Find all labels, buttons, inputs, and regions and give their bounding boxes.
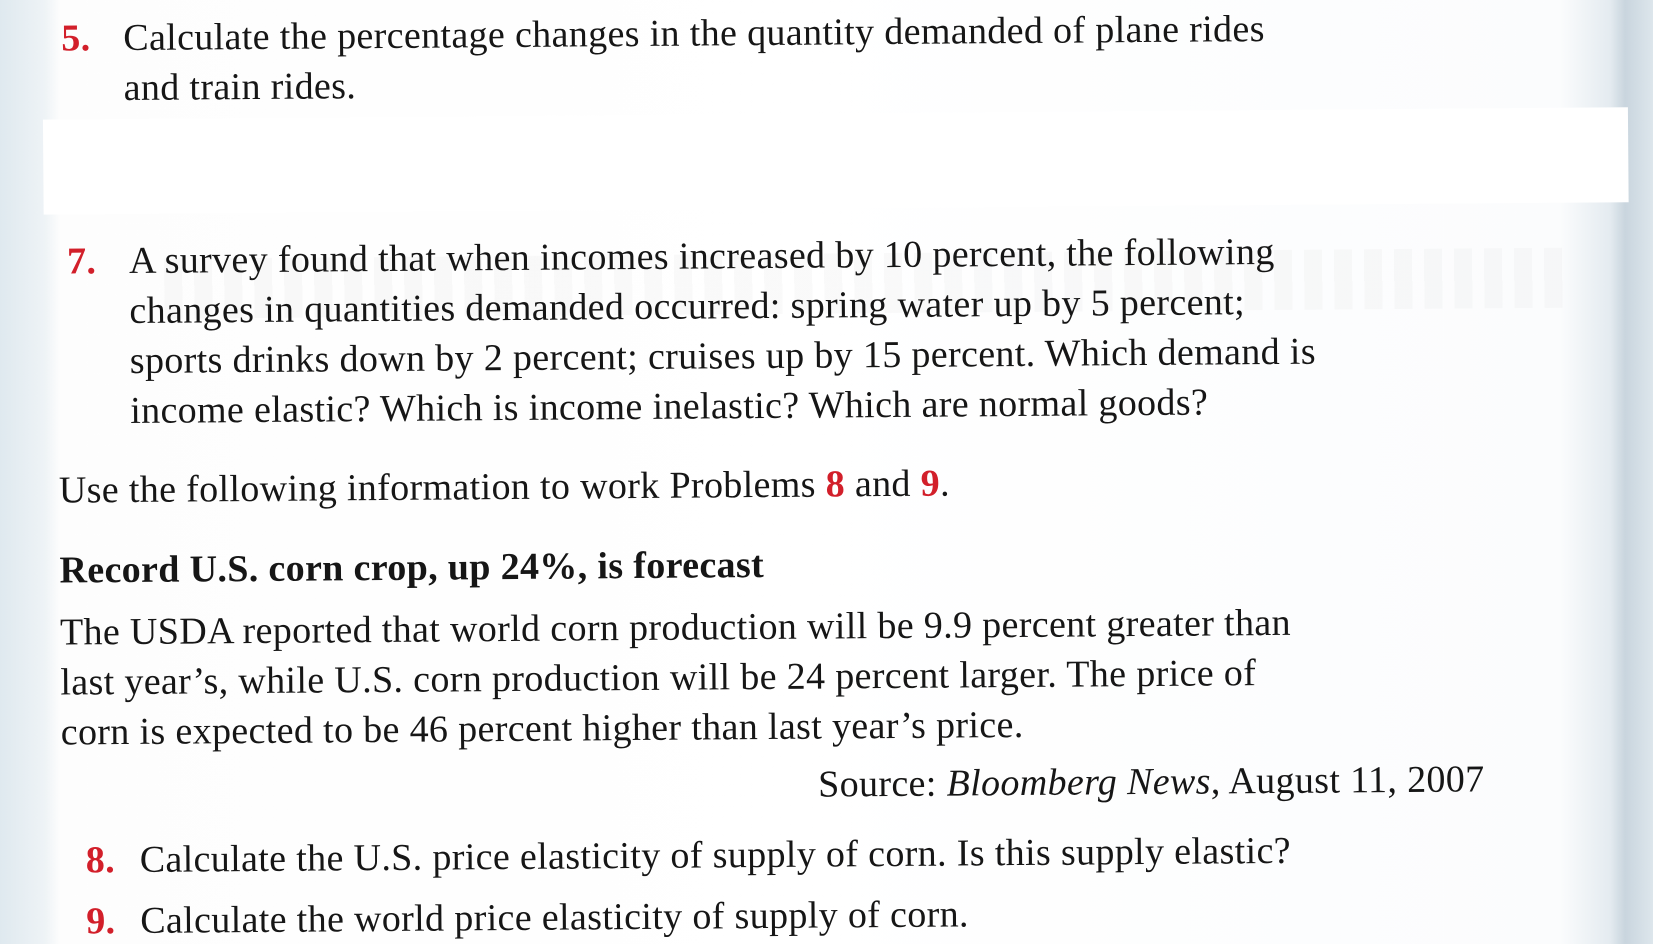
problem-number: 9.	[86, 900, 116, 943]
source-date: , August 11, 2007	[1210, 758, 1485, 803]
article-headline: Record U.S. corn crop, up 24%, is foreca…	[59, 544, 765, 592]
problem-text-line: A survey found that when incomes increas…	[128, 230, 1275, 282]
problem-number: 5.	[61, 17, 91, 60]
problem-text-line: income elastic? Which is income inelasti…	[130, 381, 1209, 432]
article-text-line: last year’s, while U.S. corn production …	[60, 652, 1257, 704]
instruction-line: Use the following information to work Pr…	[58, 462, 951, 512]
problem-number: 8.	[85, 839, 116, 882]
instruction-text: and	[844, 462, 921, 506]
source-publication: Bloomberg News	[946, 760, 1211, 805]
problem-text-line: and train rides.	[123, 65, 357, 110]
problem-text-line: Calculate the percentage changes in the …	[123, 8, 1265, 60]
problem-number: 7.	[66, 240, 97, 283]
article-text-line: The USDA reported that world corn produc…	[59, 601, 1292, 654]
instruction-text: .	[939, 462, 951, 505]
problem-text-line: Calculate the U.S. price elasticity of s…	[139, 829, 1292, 881]
problem-text-line: Calculate the world price elasticity of …	[140, 893, 969, 942]
problem-text-line: sports drinks down by 2 percent; cruises…	[129, 330, 1317, 382]
problem-ref: 8	[825, 463, 846, 506]
article-text-line: corn is expected to be 46 percent higher…	[60, 703, 1024, 754]
problem-ref: 9	[920, 462, 941, 505]
problem-text-line: changes in quantities demanded occurred:…	[129, 281, 1246, 332]
source-label: Source:	[818, 762, 947, 806]
redacted-area	[42, 107, 1629, 319]
instruction-text: Use the following information to work Pr…	[58, 463, 826, 512]
article-source: Source: Bloomberg News, August 11, 2007	[818, 758, 1485, 806]
